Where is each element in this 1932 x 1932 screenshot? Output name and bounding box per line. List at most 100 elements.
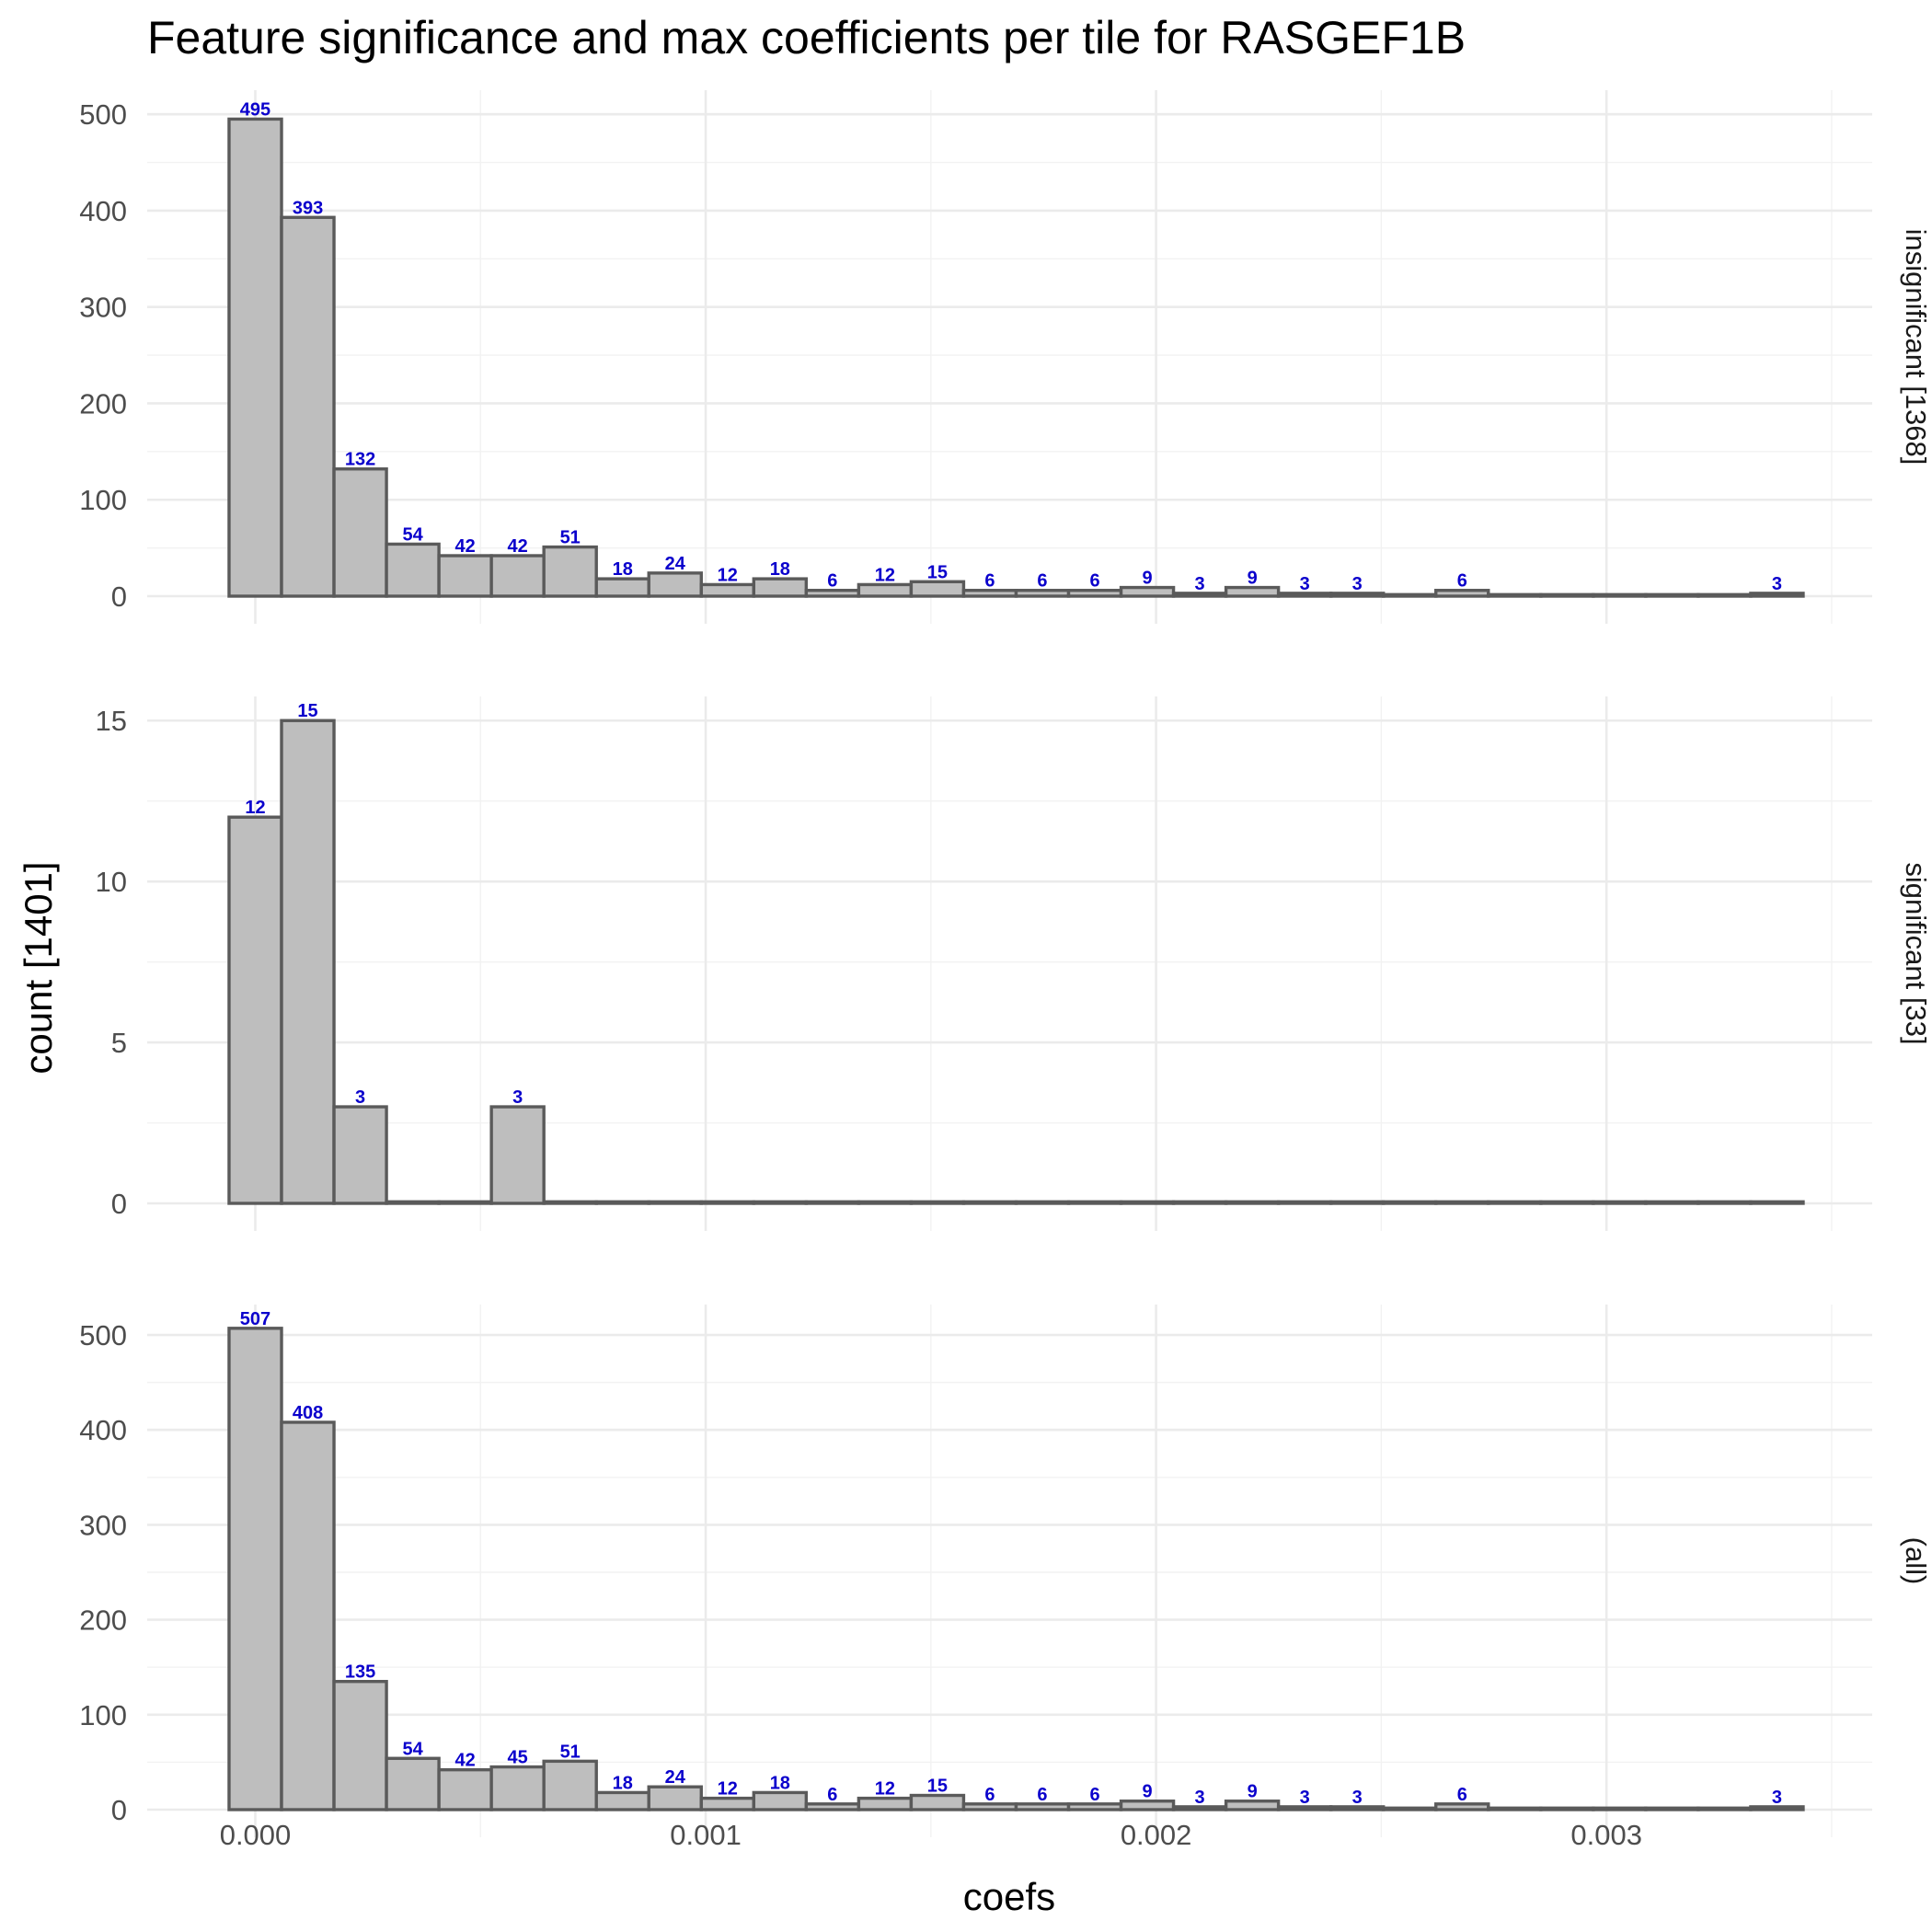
bar-count-label: 6 [827,571,837,592]
bar-count-label: 6 [1457,1785,1467,1805]
bar-count-label: 393 [293,198,323,218]
bar-count-label: 18 [770,1773,790,1793]
bar-count-label: 3 [355,1087,365,1108]
bar-count-label: 132 [345,450,375,470]
histogram-bar [1539,592,1595,598]
panel-2: 0 100 200 300 400 500 507 408 135 54 42 45 51 18 24 12 1… [79,1305,1932,1837]
histogram-bar [1276,1200,1333,1205]
bar-count-label: 6 [827,1785,837,1805]
bar-count-label: 42 [508,536,528,557]
bar-count-label: 12 [718,1779,738,1800]
bar-count-label: 12 [245,798,265,818]
bar-count-label: 15 [927,562,948,582]
bar-count-label: 3 [1300,1788,1310,1808]
chart-title: Feature significance and max coefficient… [147,12,1466,63]
histogram-bar [1696,1200,1753,1205]
histogram-bar [1487,1200,1543,1205]
y-axis-title: count [1401] [17,861,60,1074]
histogram-bar [1119,1800,1176,1811]
histogram-bar [699,1796,756,1811]
bar-count-label: 507 [240,1309,270,1329]
histogram-bar [1224,1200,1281,1205]
histogram-bar [961,1200,1018,1205]
x-tick-label: 0.003 [1570,1819,1642,1851]
histogram-bar [1487,1806,1543,1811]
histogram-bar [752,1200,809,1205]
histogram-bar [752,577,809,598]
bar-count-label: 45 [508,1748,528,1768]
y-tick-label: 300 [79,1509,127,1541]
histogram-bar [647,1785,703,1811]
bar-count-label: 24 [665,1767,686,1788]
bar-count-label: 24 [665,554,686,574]
histogram-bar [542,545,598,598]
histogram-bar [857,1796,914,1811]
histogram-bar [385,542,441,598]
histogram-bar [437,554,493,598]
bar-count-label: 3 [1195,574,1205,594]
bar-count-label: 6 [1037,571,1047,592]
histogram-bar [280,719,336,1205]
histogram-bar [385,1200,441,1205]
histogram-bar [332,467,388,598]
y-tick-label: 0 [111,1794,127,1826]
bar-count-label: 54 [402,524,423,545]
histogram-bar [1382,1806,1438,1811]
y-tick-label: 200 [79,1604,127,1637]
bar-count-label: 3 [512,1087,523,1108]
facet-strip-label: significant [33] [1900,862,1932,1044]
histogram-bar [332,1105,388,1205]
y-tick-label: 100 [79,484,127,516]
histogram-bar [1539,1806,1595,1811]
histogram-bar [1644,1200,1700,1205]
histogram-bar [594,577,650,598]
x-axis-title: coefs [963,1875,1055,1918]
x-tick-label: 0.001 [670,1819,742,1851]
histogram-bar [1066,1200,1123,1205]
histogram-bar [227,117,283,598]
y-tick-label: 400 [79,1414,127,1446]
y-tick-label: 0 [111,1188,127,1220]
histogram-bar [542,1200,598,1205]
histogram-bar [1644,592,1700,598]
histogram-bar [1696,592,1753,598]
histogram-bar [1119,1200,1176,1205]
bar-count-label: 42 [455,536,476,557]
histogram-bar [1592,592,1648,598]
histogram-bar [857,1200,914,1205]
panel-1: 0 5 10 15 12 15 3 3 significant [33] [96,696,1932,1231]
histogram-bar [1696,1806,1753,1811]
bar-count-label: 51 [560,1742,581,1762]
x-tick-label: 0.000 [220,1819,292,1851]
histogram-bar [1749,1805,1805,1811]
bar-count-label: 3 [1352,1788,1363,1808]
histogram-bar [1592,1806,1648,1811]
x-axis: 0.000 0.001 0.002 0.003 [220,1819,1642,1851]
y-tick-label: 100 [79,1699,127,1731]
histogram-bar [1014,1200,1071,1205]
histogram-bar [489,1765,546,1811]
histogram-bar [1382,592,1438,598]
histogram-bar [489,554,546,598]
histogram-bar [227,1327,283,1811]
histogram-bar [542,1759,598,1811]
bar-count-label: 3 [1195,1788,1205,1808]
bar-count-label: 9 [1248,569,1258,589]
histogram-bar [280,215,336,598]
facet-strip-label: (all) [1900,1537,1932,1585]
bar-count-label: 6 [984,571,995,592]
bar-count-label: 495 [240,99,270,120]
bar-count-label: 135 [345,1662,375,1683]
y-tick-label: 300 [79,292,127,324]
y-tick-label: 200 [79,387,127,420]
histogram-bar [1592,1200,1648,1205]
histogram-bar [752,1790,809,1811]
bar-count-label: 6 [1457,571,1467,592]
bar-count-label: 18 [770,559,790,580]
y-tick-label: 10 [96,866,127,898]
histogram-bar [1328,1200,1386,1205]
y-tick-label: 400 [79,195,127,227]
histogram-bar [1171,1200,1228,1205]
